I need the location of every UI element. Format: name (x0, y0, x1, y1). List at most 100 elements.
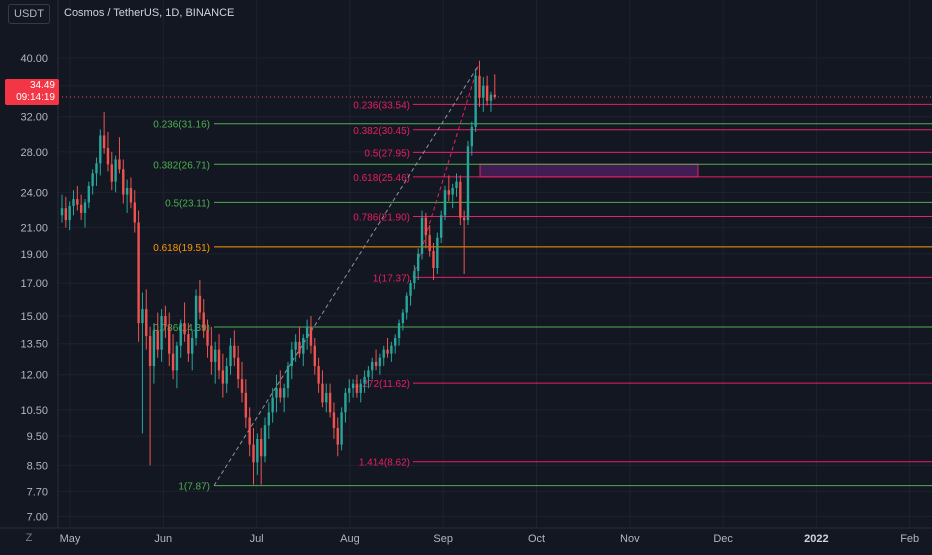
fib-level-label: 1.272(11.62) (354, 379, 410, 390)
candle-body (198, 295, 202, 313)
candle-body (194, 295, 198, 338)
last-price-value: 34.49 (29, 80, 55, 91)
price-tick-label: 9.50 (27, 431, 48, 443)
candle-body (240, 379, 244, 393)
candle-body (233, 345, 236, 358)
candle-body (206, 330, 209, 346)
candle-body (248, 417, 251, 445)
candle-body (332, 412, 336, 428)
candle-body (286, 366, 290, 389)
candle-body (447, 190, 451, 195)
candle-body (164, 316, 167, 327)
candle-body (129, 188, 133, 203)
candle-body (363, 376, 366, 384)
candle-body (351, 383, 355, 389)
price-tick-label: 40.00 (20, 53, 48, 65)
candle-body (455, 181, 458, 189)
symbol-title: Cosmos / TetherUS, 1D, BINANCE (64, 7, 235, 19)
candle-body (99, 135, 102, 164)
candle-body (95, 163, 98, 174)
fib-level-label: 0.5(27.95) (364, 148, 410, 159)
candle-body (355, 383, 359, 393)
price-tick-label: 7.00 (27, 511, 48, 523)
candle-body (466, 146, 470, 221)
candle-body (168, 326, 171, 354)
candle-body (374, 361, 378, 367)
price-tick-label: 7.70 (27, 486, 48, 498)
candle-body (279, 388, 282, 398)
candle-body (202, 312, 205, 331)
candle-body (141, 309, 144, 324)
candle-body (183, 323, 186, 335)
candle-body (321, 383, 324, 403)
grid-lines (58, 0, 932, 528)
candle-body (309, 326, 313, 346)
time-tick-label: Dec (713, 533, 733, 545)
candle-body (371, 361, 374, 371)
currency-badge[interactable]: USDT (8, 4, 50, 24)
candle-body (122, 169, 125, 195)
candle-body (214, 349, 217, 362)
time-tick-label: Sep (433, 533, 453, 545)
candle-body (459, 181, 462, 218)
candle-body (102, 135, 106, 149)
candle-body (263, 425, 267, 457)
candle-body (133, 202, 136, 223)
candle-body (252, 444, 255, 463)
bar-countdown: 09:14:19 (16, 92, 55, 103)
fib-level-label: 0.618(19.51) (153, 243, 210, 254)
candle-body (493, 94, 496, 98)
candle-body (76, 199, 79, 205)
price-tick-label: 24.00 (20, 187, 48, 199)
candle-body (367, 370, 370, 377)
candle-body (394, 337, 397, 346)
candle-body (340, 412, 343, 445)
candle-body (474, 75, 477, 127)
fib-trend-line-pink[interactable] (412, 65, 479, 278)
highlight-zone[interactable] (479, 163, 699, 178)
candle-body (451, 188, 454, 195)
candle-body (179, 323, 182, 346)
time-tick-label: Jun (154, 533, 172, 545)
time-tick-label: 2022 (804, 533, 828, 545)
candle-body (148, 336, 152, 367)
candle-body (470, 126, 474, 147)
last-price-tag: 34.49 09:14:19 (5, 79, 59, 105)
fib-trend-lines[interactable] (213, 65, 479, 486)
candle-body (348, 388, 351, 393)
candle-body (302, 337, 305, 354)
candle-body (428, 235, 431, 252)
highlight-zone-rect[interactable] (479, 163, 699, 178)
candle-body (145, 309, 148, 337)
price-tick-label: 28.00 (20, 147, 48, 159)
zoom-button[interactable]: Z (25, 532, 33, 544)
time-tick-label: Aug (340, 533, 360, 545)
candle-body (485, 85, 489, 101)
candle-body (271, 397, 274, 413)
candle-body (275, 388, 278, 398)
fibonacci-levels[interactable]: 0.236(31.16) 0.382(26.71) 0.5(23.11) 0.618(… (153, 100, 932, 493)
candle-body (390, 345, 393, 354)
candle-body (317, 366, 320, 384)
fib-level-label: 1(17.37) (373, 273, 410, 284)
candle-body (244, 392, 248, 418)
fib-trend-line-green[interactable] (213, 65, 479, 486)
fib-level-label: 1.414(8.62) (359, 458, 410, 469)
price-tick-label: 13.50 (20, 339, 48, 351)
candle-body (359, 383, 362, 393)
candle-body (110, 164, 113, 182)
candle-body (313, 345, 316, 367)
price-tick-label: 8.50 (27, 460, 48, 472)
candle-body (118, 159, 121, 170)
candle-body (87, 185, 91, 203)
time-tick-label: Jul (250, 533, 264, 545)
candle-body (256, 438, 259, 463)
candle-body (236, 357, 240, 380)
candle-body (401, 312, 405, 324)
candle-body (187, 334, 190, 354)
candle-body (160, 316, 163, 350)
candle-body (294, 341, 297, 350)
time-axis[interactable]: May Jun Jul Aug Sep Oct Nov Dec 2022 Feb (0, 527, 932, 545)
